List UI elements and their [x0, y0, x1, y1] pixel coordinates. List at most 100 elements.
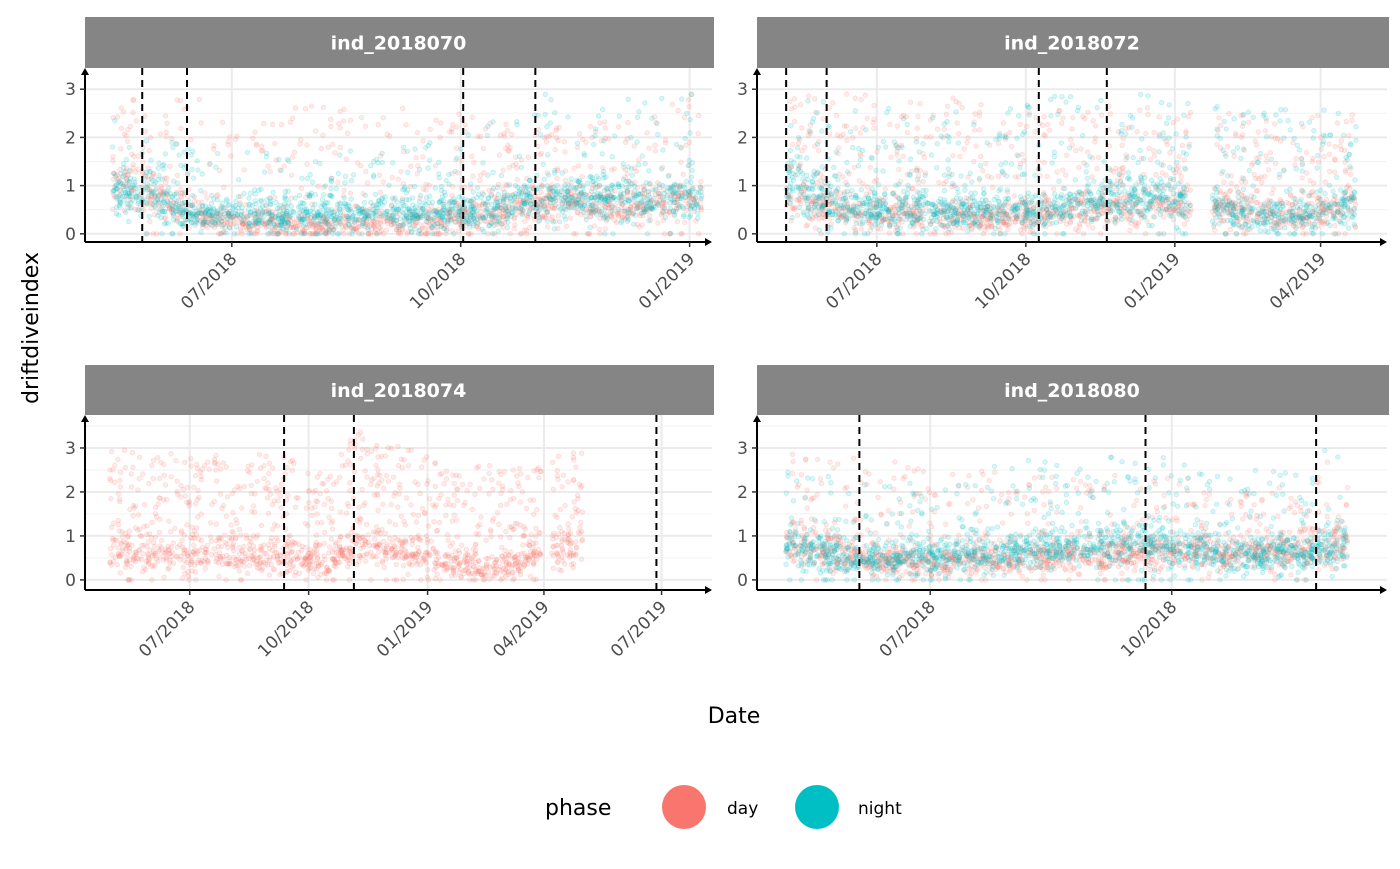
data-point-day [576, 164, 581, 169]
data-point-day [1152, 130, 1157, 135]
data-point-night [939, 134, 944, 139]
data-point-night [993, 226, 998, 231]
data-point-day [662, 232, 667, 237]
data-point-night [484, 209, 489, 214]
data-point-night [191, 176, 196, 181]
data-point-night [686, 163, 691, 168]
data-point-night [640, 154, 645, 159]
data-point-day [888, 122, 893, 127]
data-point-night [296, 205, 301, 210]
data-point-night [688, 131, 693, 136]
data-point-day [131, 162, 136, 167]
data-point-night [610, 155, 615, 160]
data-point-night [804, 156, 809, 161]
data-point-night [159, 216, 164, 221]
data-point-day [1311, 156, 1316, 161]
data-point-day [666, 211, 671, 216]
data-point-day [937, 180, 942, 185]
data-point-night [135, 190, 140, 195]
data-point-day [125, 139, 130, 144]
data-point-night [338, 153, 343, 158]
data-point-day [552, 206, 557, 211]
data-point-night [1323, 191, 1328, 196]
data-point-day [1098, 232, 1103, 237]
data-point-day [682, 115, 687, 120]
data-point-night [144, 232, 149, 237]
data-point-night [412, 184, 417, 189]
data-point-day [616, 125, 621, 130]
data-point-day [1144, 131, 1149, 136]
data-point-night [545, 153, 550, 158]
data-point-day [648, 214, 653, 219]
data-point-night [303, 232, 308, 237]
data-point-night [182, 150, 187, 155]
data-point-night [144, 170, 149, 175]
data-point-day [1022, 158, 1027, 163]
data-point-day [818, 178, 823, 183]
data-point-night [126, 219, 131, 224]
data-point-day [1096, 155, 1101, 160]
data-point-night [309, 221, 314, 226]
data-point-day [1033, 129, 1038, 134]
data-point-day [1108, 112, 1113, 117]
data-point-night [1232, 117, 1237, 122]
data-point-night [551, 220, 556, 225]
data-point-night [161, 200, 166, 205]
data-point-night [387, 183, 392, 188]
data-point-day [1093, 140, 1098, 145]
data-point-day [1316, 160, 1321, 165]
data-point-night [597, 207, 602, 212]
data-point-day [598, 121, 603, 126]
data-point-night [499, 222, 504, 227]
data-point-night [934, 165, 939, 170]
data-point-night [259, 187, 264, 192]
data-point-day [457, 112, 462, 117]
data-point-day [128, 124, 133, 129]
data-point-night [629, 135, 634, 140]
data-point-night [170, 140, 175, 145]
data-point-day [816, 148, 821, 153]
data-point-night [430, 225, 435, 230]
data-point-night [157, 210, 162, 215]
data-point-night [446, 207, 451, 212]
data-point-night [246, 207, 251, 212]
data-point-night [464, 210, 469, 215]
data-point-night [491, 186, 496, 191]
data-point-night [144, 139, 149, 144]
data-point-night [656, 191, 661, 196]
data-point-night [487, 224, 492, 229]
data-point-night [601, 169, 606, 174]
data-point-night [349, 197, 354, 202]
data-point-day [348, 191, 353, 196]
data-point-day [1269, 135, 1274, 140]
y-tick-label: 0 [65, 225, 76, 245]
data-point-night [591, 207, 596, 212]
data-point-night [322, 192, 327, 197]
data-point-day [800, 126, 805, 131]
data-point-night [111, 171, 116, 176]
data-point-day [476, 134, 481, 139]
data-point-day [513, 223, 518, 228]
data-point-night [149, 177, 154, 182]
data-point-night [1000, 216, 1005, 221]
data-point-night [626, 217, 631, 222]
data-point-night [626, 210, 631, 215]
data-point-day [1090, 174, 1095, 179]
data-point-night [491, 120, 496, 125]
data-point-night [997, 131, 1002, 136]
data-point-day [470, 154, 475, 159]
data-point-night [195, 159, 200, 164]
data-point-day [841, 132, 846, 137]
data-point-night [437, 200, 442, 205]
data-point-night [581, 210, 586, 215]
data-point-day [796, 141, 801, 146]
data-point-day [1232, 154, 1237, 159]
data-point-night [403, 203, 408, 208]
data-point-night [543, 92, 548, 97]
data-point-night [998, 232, 1003, 237]
data-point-night [998, 187, 1003, 192]
data-point-day [303, 106, 308, 111]
data-point-day [1079, 147, 1084, 152]
data-point-day [853, 126, 858, 131]
